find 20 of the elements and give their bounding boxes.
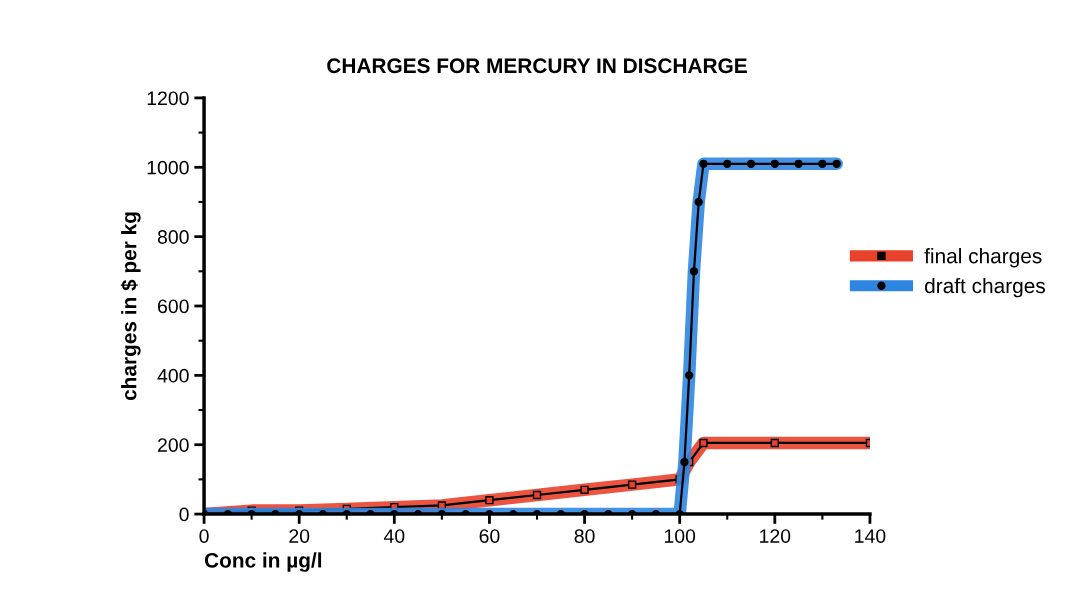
x-tick-label: 0 bbox=[199, 529, 209, 543]
legend-label: final charges bbox=[924, 248, 1042, 268]
y-tick-label: 600 bbox=[158, 299, 189, 314]
y-tick-label: 1200 bbox=[147, 91, 189, 106]
x-tick-label: 140 bbox=[855, 529, 886, 543]
y-tick-label: 800 bbox=[157, 230, 189, 244]
x-tick-label: 80 bbox=[574, 529, 595, 543]
x-tick-label: 20 bbox=[289, 529, 310, 543]
y-axis-title: charges in $ per kg bbox=[120, 212, 141, 401]
y-tick-label: 1000 bbox=[147, 160, 189, 175]
x-tick-label: 100 bbox=[664, 529, 696, 543]
y-tick-label: 400 bbox=[157, 368, 189, 383]
x-tick-label: 60 bbox=[479, 529, 500, 543]
x-tick-label: 120 bbox=[760, 529, 791, 543]
y-tick-label: 0 bbox=[179, 507, 189, 522]
x-axis-title: Conc in µg/l bbox=[204, 552, 322, 572]
y-tick-label: 200 bbox=[158, 438, 189, 452]
chart-title: CHARGES FOR MERCURY IN DISCHARGE bbox=[327, 58, 747, 74]
legend-label: draft charges bbox=[925, 277, 1045, 298]
x-tick-label: 40 bbox=[383, 529, 405, 543]
